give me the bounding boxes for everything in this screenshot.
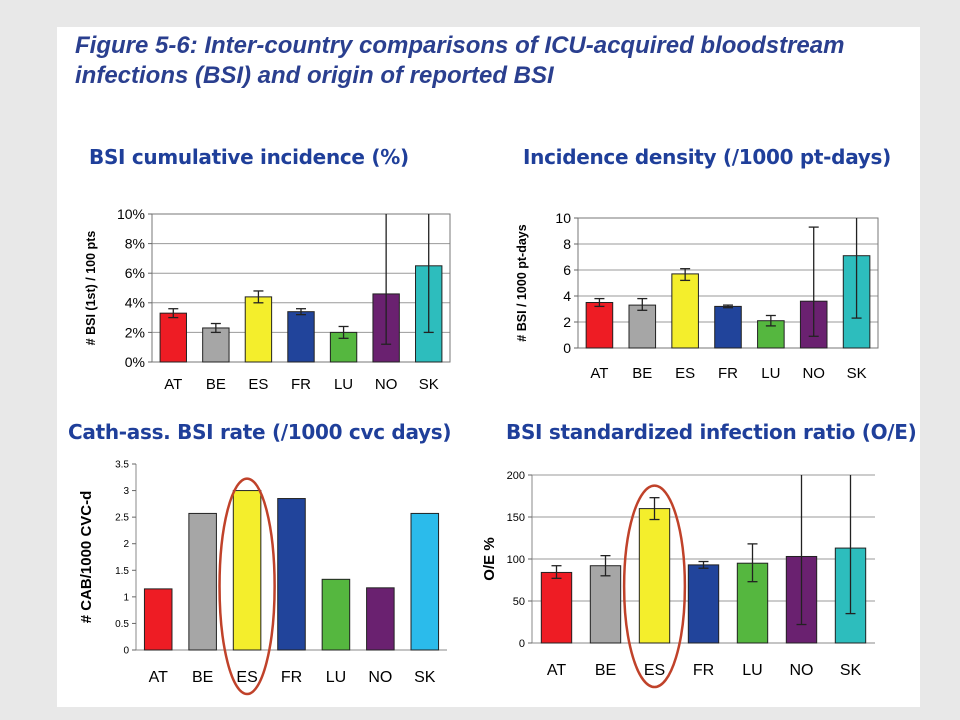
x-tick-label-fr: FR <box>718 365 738 382</box>
y-axis-label: O/E % <box>481 537 498 580</box>
y-tick-label: 150 <box>507 512 525 524</box>
y-tick-label: 3.5 <box>115 460 129 471</box>
bar-fr <box>277 498 306 651</box>
y-tick-label: 50 <box>513 596 525 608</box>
x-tick-label-no: NO <box>368 669 392 686</box>
bar-fr <box>687 564 720 644</box>
y-tick-label: 0.5 <box>115 619 129 630</box>
x-tick-label-no: NO <box>375 376 398 393</box>
y-axis-label: # BSI / 1000 pt-days <box>515 224 529 341</box>
highlight-ellipse-es <box>218 477 276 696</box>
bar-be <box>188 512 217 651</box>
y-tick-label: 2 <box>563 314 571 330</box>
y-tick-label: 10 <box>555 210 571 226</box>
y-tick-label: 2 <box>123 539 129 550</box>
x-tick-label-be: BE <box>632 365 652 382</box>
x-tick-label-sk: SK <box>840 662 862 679</box>
highlight-ellipse-es <box>622 484 687 689</box>
y-tick-label: 1 <box>123 592 129 603</box>
bar-es <box>638 508 671 644</box>
y-tick-label: 2% <box>125 324 145 340</box>
x-tick-label-es: ES <box>675 365 695 382</box>
x-tick-label-be: BE <box>192 669 213 686</box>
y-axis-label: # BSI (1st) / 100 pts <box>84 231 98 346</box>
x-tick-label-at: AT <box>164 376 182 393</box>
x-tick-label-at: AT <box>547 662 566 679</box>
bar-be <box>589 565 622 644</box>
y-tick-label: 10% <box>117 206 145 222</box>
x-tick-label-lu: LU <box>334 376 353 393</box>
x-tick-label-sk: SK <box>419 376 439 393</box>
x-tick-label-sk: SK <box>847 365 867 382</box>
figure-title: Figure 5-6: Inter-country comparisons of… <box>75 32 845 89</box>
y-tick-label: 200 <box>507 470 525 482</box>
panel-title-sir: BSI standardized infection ratio (O/E) <box>506 420 917 444</box>
x-tick-label-no: NO <box>790 662 814 679</box>
bar-be <box>202 327 230 363</box>
x-tick-label-no: NO <box>802 365 825 382</box>
x-tick-label-be: BE <box>206 376 226 393</box>
chart-cum-incidence: 0% 2% 4% 6% 8% 10% # BSI (1st) / 100 pts AT BE ES… <box>84 206 451 393</box>
panel-title-density: Incidence density (/1000 pt-days) <box>523 145 891 169</box>
y-tick-label: 8 <box>563 236 571 252</box>
y-axis-label: # CAB/1000 CVC-d <box>78 491 95 624</box>
x-tick-label-es: ES <box>236 669 257 686</box>
y-tick-label: 0 <box>123 646 129 657</box>
y-tick-label: 6% <box>125 265 145 281</box>
x-tick-label-at: AT <box>590 365 608 382</box>
bar-be <box>628 304 657 349</box>
y-tick-label: 1.5 <box>115 566 129 577</box>
chart-sir: 0 50 100 150 200 O/E % AT BE ES FR LU NO SK <box>481 470 875 689</box>
y-tick-label: 6 <box>563 262 571 278</box>
slide: Figure 5-6: Inter-country comparisons of… <box>57 27 920 707</box>
y-tick-label: 0 <box>563 340 571 356</box>
x-tick-label-es: ES <box>248 376 268 393</box>
y-tick-label: 3 <box>123 486 129 497</box>
bar-at <box>143 588 173 651</box>
panel-title-cum-incidence: BSI cumulative incidence (%) <box>89 145 409 169</box>
y-tick-label: 0 <box>519 638 525 650</box>
x-tick-label-lu: LU <box>761 365 780 382</box>
x-tick-label-lu: LU <box>326 669 346 686</box>
y-tick-label: 4% <box>125 295 145 311</box>
bar-at <box>540 571 573 644</box>
x-tick-label-at: AT <box>149 669 168 686</box>
x-tick-label-lu: LU <box>742 662 762 679</box>
x-tick-label-es: ES <box>644 662 665 679</box>
bar-es <box>232 490 262 651</box>
x-tick-label-be: BE <box>595 662 616 679</box>
y-tick-label: 8% <box>125 236 145 252</box>
chart-cath: 0 0.5 1 1.5 2 2.5 3 3.5 # CAB/1000 CVC-d AT BE ES FR… <box>78 460 447 696</box>
y-tick-label: 0% <box>125 354 145 370</box>
bar-fr <box>714 305 742 349</box>
bar-at <box>585 302 614 349</box>
bar-no <box>366 587 395 651</box>
chart-density: 0 2 4 6 8 10 # BSI / 1000 pt-days AT BE ES FR LU NO S… <box>515 210 879 382</box>
y-tick-label: 4 <box>563 288 571 304</box>
panel-title-cath: Cath-ass. BSI rate (/1000 cvc days) <box>68 420 452 444</box>
x-tick-label-sk: SK <box>414 669 436 686</box>
bar-sk <box>410 512 440 651</box>
bar-lu <box>321 578 351 651</box>
bar-fr <box>287 311 315 363</box>
x-tick-label-fr: FR <box>693 662 714 679</box>
y-tick-label: 100 <box>507 554 525 566</box>
x-tick-label-fr: FR <box>281 669 302 686</box>
x-tick-label-fr: FR <box>291 376 311 393</box>
y-tick-label: 2.5 <box>115 513 129 524</box>
bar-es <box>244 296 273 363</box>
